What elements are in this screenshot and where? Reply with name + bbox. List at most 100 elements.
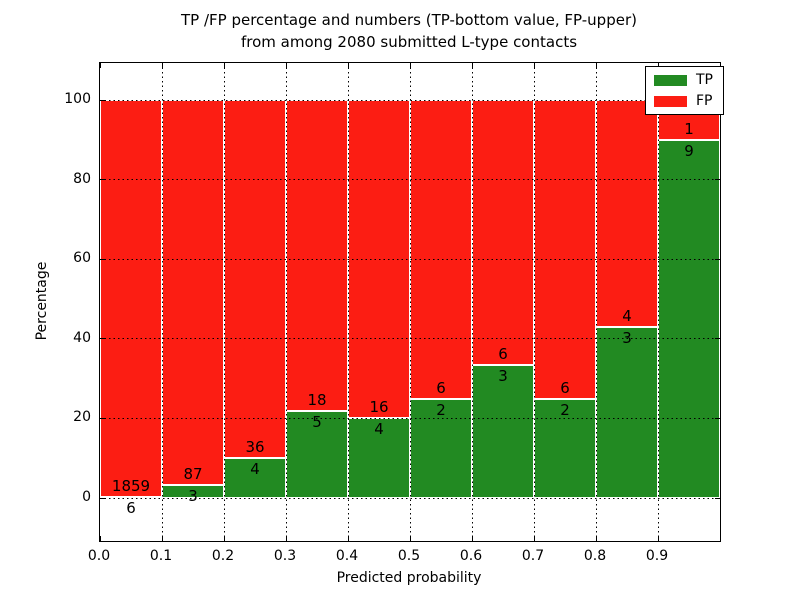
x-tick-mark <box>347 536 349 541</box>
y-tick-mark <box>715 417 720 419</box>
x-tick-mark <box>285 63 287 68</box>
x-tick-label: 0.4 <box>335 548 359 564</box>
x-tick-mark <box>223 63 225 68</box>
x-tick-mark <box>595 63 597 68</box>
gridline-vertical <box>161 63 163 541</box>
plot-area: 1859 6 87 3 36 4 18 5 16 4 6 2 6 3 6 2 4 3 1 9 <box>99 62 721 542</box>
y-tick-mark <box>100 497 105 499</box>
bar-label-tp: 5 <box>312 413 322 432</box>
bar-label-tp: 2 <box>436 400 446 419</box>
bar-label-fp: 1859 <box>111 476 151 495</box>
y-tick-mark <box>100 338 105 340</box>
legend: TP FP <box>645 66 724 115</box>
bar-segment-fp <box>100 100 162 497</box>
x-tick-label: 0.2 <box>211 548 235 564</box>
chart-title-line2: from among 2080 submitted L-type contact… <box>240 33 578 51</box>
y-tick-mark <box>100 258 105 260</box>
bar-segment-tp <box>410 398 472 498</box>
bar-segment-fp <box>534 100 596 399</box>
y-tick-mark <box>715 258 720 260</box>
chart-title-line1: TP /FP percentage and numbers (TP-bottom… <box>181 11 637 29</box>
y-tick-mark <box>715 338 720 340</box>
legend-label-tp: TP <box>696 72 713 88</box>
gridline-vertical <box>223 63 225 541</box>
fp-swatch-icon <box>654 95 687 107</box>
bar-segment-tp <box>472 365 534 498</box>
x-tick-mark <box>285 536 287 541</box>
x-tick-mark <box>719 536 721 541</box>
bar-label-tp: 2 <box>560 400 570 419</box>
y-tick-label: 0 <box>82 489 91 505</box>
chart-title: TP /FP percentage and numbers (TP-bottom… <box>99 9 719 53</box>
bar-segment-fp <box>410 100 472 399</box>
y-tick-mark <box>100 179 105 181</box>
y-tick-label: 100 <box>64 91 91 107</box>
gridline-vertical <box>471 63 473 541</box>
bar-label-fp: 16 <box>369 398 389 417</box>
x-tick-label: 0.6 <box>459 548 483 564</box>
y-tick-label: 40 <box>73 329 91 346</box>
x-tick-mark <box>161 63 163 68</box>
bar-label-fp: 6 <box>436 378 446 397</box>
y-axis-label: Percentage <box>34 261 50 341</box>
bar-label-fp: 6 <box>560 378 570 397</box>
x-tick-mark <box>595 536 597 541</box>
x-tick-mark <box>99 63 101 68</box>
x-tick-mark <box>719 63 721 68</box>
bar-segment-fp <box>286 100 348 412</box>
x-tick-label: 0.0 <box>87 548 111 564</box>
bar-label-tp: 4 <box>374 420 384 439</box>
bar-segment-fp <box>162 100 224 485</box>
bar-label-tp: 3 <box>622 329 632 348</box>
x-tick-mark <box>409 63 411 68</box>
y-tick-mark <box>715 497 720 499</box>
x-tick-mark <box>409 536 411 541</box>
legend-item-fp: FP <box>654 94 713 108</box>
x-tick-mark <box>99 536 101 541</box>
x-tick-mark <box>657 536 659 541</box>
y-tick-label: 80 <box>73 170 91 187</box>
bar-segment-tp <box>224 458 286 498</box>
tp-swatch-icon <box>654 74 687 86</box>
bar-label-fp: 87 <box>183 464 203 483</box>
gridline-vertical <box>657 63 659 541</box>
bar-label-tp: 6 <box>126 498 136 517</box>
x-tick-mark <box>347 63 349 68</box>
legend-label-fp: FP <box>696 93 713 109</box>
gridline-vertical <box>533 63 535 541</box>
x-axis-label: Predicted probability <box>336 570 482 586</box>
bar-label-tp: 3 <box>188 486 198 505</box>
y-tick-label: 20 <box>73 409 91 426</box>
bar-label-fp: 4 <box>622 307 632 326</box>
x-tick-label: 0.7 <box>521 548 545 564</box>
x-tick-label: 0.3 <box>273 548 297 564</box>
bar-label-fp: 6 <box>498 345 508 364</box>
gridline-vertical <box>409 63 411 541</box>
x-tick-label: 0.8 <box>583 548 607 564</box>
gridline-vertical <box>347 63 349 541</box>
bar-label-tp: 9 <box>684 141 694 160</box>
bar-segment-tp <box>534 398 596 498</box>
plot-inner: 1859 6 87 3 36 4 18 5 16 4 6 2 6 3 6 2 4 3 1 9 <box>99 63 721 541</box>
x-tick-mark <box>471 63 473 68</box>
bar-segment-tp <box>596 327 658 498</box>
x-tick-mark <box>161 536 163 541</box>
x-tick-mark <box>533 536 535 541</box>
bar-label-fp: 18 <box>307 391 327 410</box>
gridline-vertical <box>595 63 597 541</box>
bar-segment-fp <box>596 100 658 328</box>
x-tick-label: 0.5 <box>397 548 421 564</box>
y-tick-mark <box>715 179 720 181</box>
x-tick-mark <box>471 536 473 541</box>
x-tick-mark <box>533 63 535 68</box>
gridline-vertical <box>285 63 287 541</box>
x-tick-mark <box>223 536 225 541</box>
y-tick-mark <box>100 99 105 101</box>
x-tick-mark <box>657 63 659 68</box>
bar-label-tp: 4 <box>250 460 260 479</box>
legend-item-tp: TP <box>654 73 713 87</box>
bar-segment-fp <box>224 100 286 459</box>
x-tick-label: 0.1 <box>149 548 173 564</box>
y-tick-mark <box>100 417 105 419</box>
